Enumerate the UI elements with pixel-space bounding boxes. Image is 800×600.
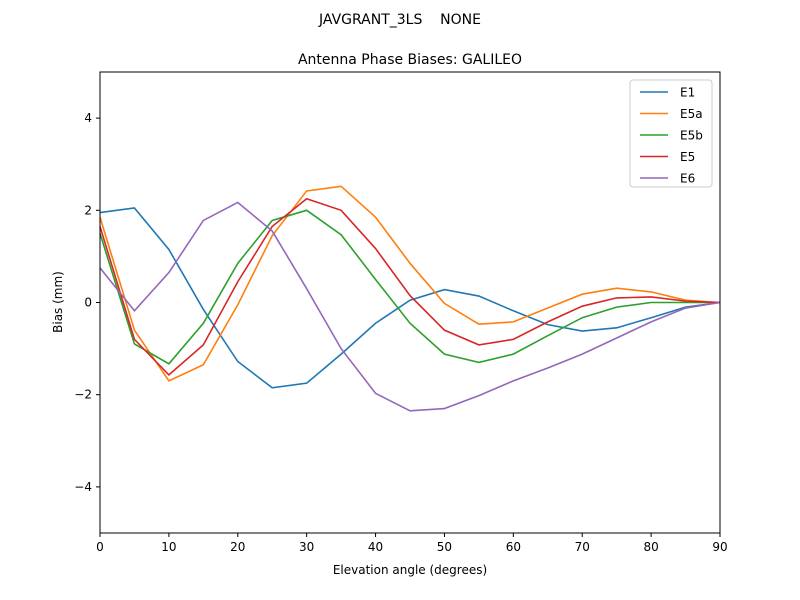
series-line-e5b bbox=[99, 209, 720, 365]
suptitle: JAVGRANT_3LS NONE bbox=[318, 12, 481, 28]
y-tick-label: −2 bbox=[74, 388, 92, 402]
x-tick-label: 90 bbox=[712, 540, 727, 554]
x-tick-label: 60 bbox=[506, 540, 521, 554]
y-tick-label: −4 bbox=[74, 480, 92, 494]
legend-label-e1: E1 bbox=[680, 86, 695, 100]
x-tick-label: 10 bbox=[161, 540, 176, 554]
legend-label-e5b: E5b bbox=[680, 129, 703, 143]
legend: E1 E5a E5b E5 E6 bbox=[629, 79, 713, 188]
y-tick-label: 2 bbox=[84, 203, 92, 217]
y-tick-label: 4 bbox=[84, 111, 92, 125]
legend-label-e5a: E5a bbox=[680, 107, 703, 121]
y-tick-label: 0 bbox=[84, 296, 92, 310]
legend-box bbox=[629, 79, 713, 188]
x-axis-label: Elevation angle (degrees) bbox=[333, 563, 487, 577]
x-tick-label: 20 bbox=[230, 540, 245, 554]
series-line-e5a bbox=[99, 185, 721, 382]
series-line-e5 bbox=[99, 197, 721, 376]
x-tick-label: 30 bbox=[299, 540, 314, 554]
y-axis-label: Bias (mm) bbox=[51, 271, 65, 333]
chart-title: Antenna Phase Biases: GALILEO bbox=[298, 52, 522, 68]
x-tick-label: 50 bbox=[437, 540, 452, 554]
series-layer bbox=[99, 185, 721, 412]
legend-label-e6: E6 bbox=[680, 172, 695, 186]
x-tick-label: 40 bbox=[368, 540, 383, 554]
x-tick-label: 80 bbox=[643, 540, 658, 554]
x-tick-label: 0 bbox=[96, 540, 104, 554]
ticks-layer: 0 10 20 30 40 50 60 70 80 90 −4 −2 0 2 4 bbox=[74, 111, 727, 554]
series-line-e1 bbox=[99, 207, 721, 389]
legend-label-e5: E5 bbox=[680, 150, 695, 164]
series-line-e6 bbox=[99, 201, 721, 412]
x-tick-label: 70 bbox=[575, 540, 590, 554]
